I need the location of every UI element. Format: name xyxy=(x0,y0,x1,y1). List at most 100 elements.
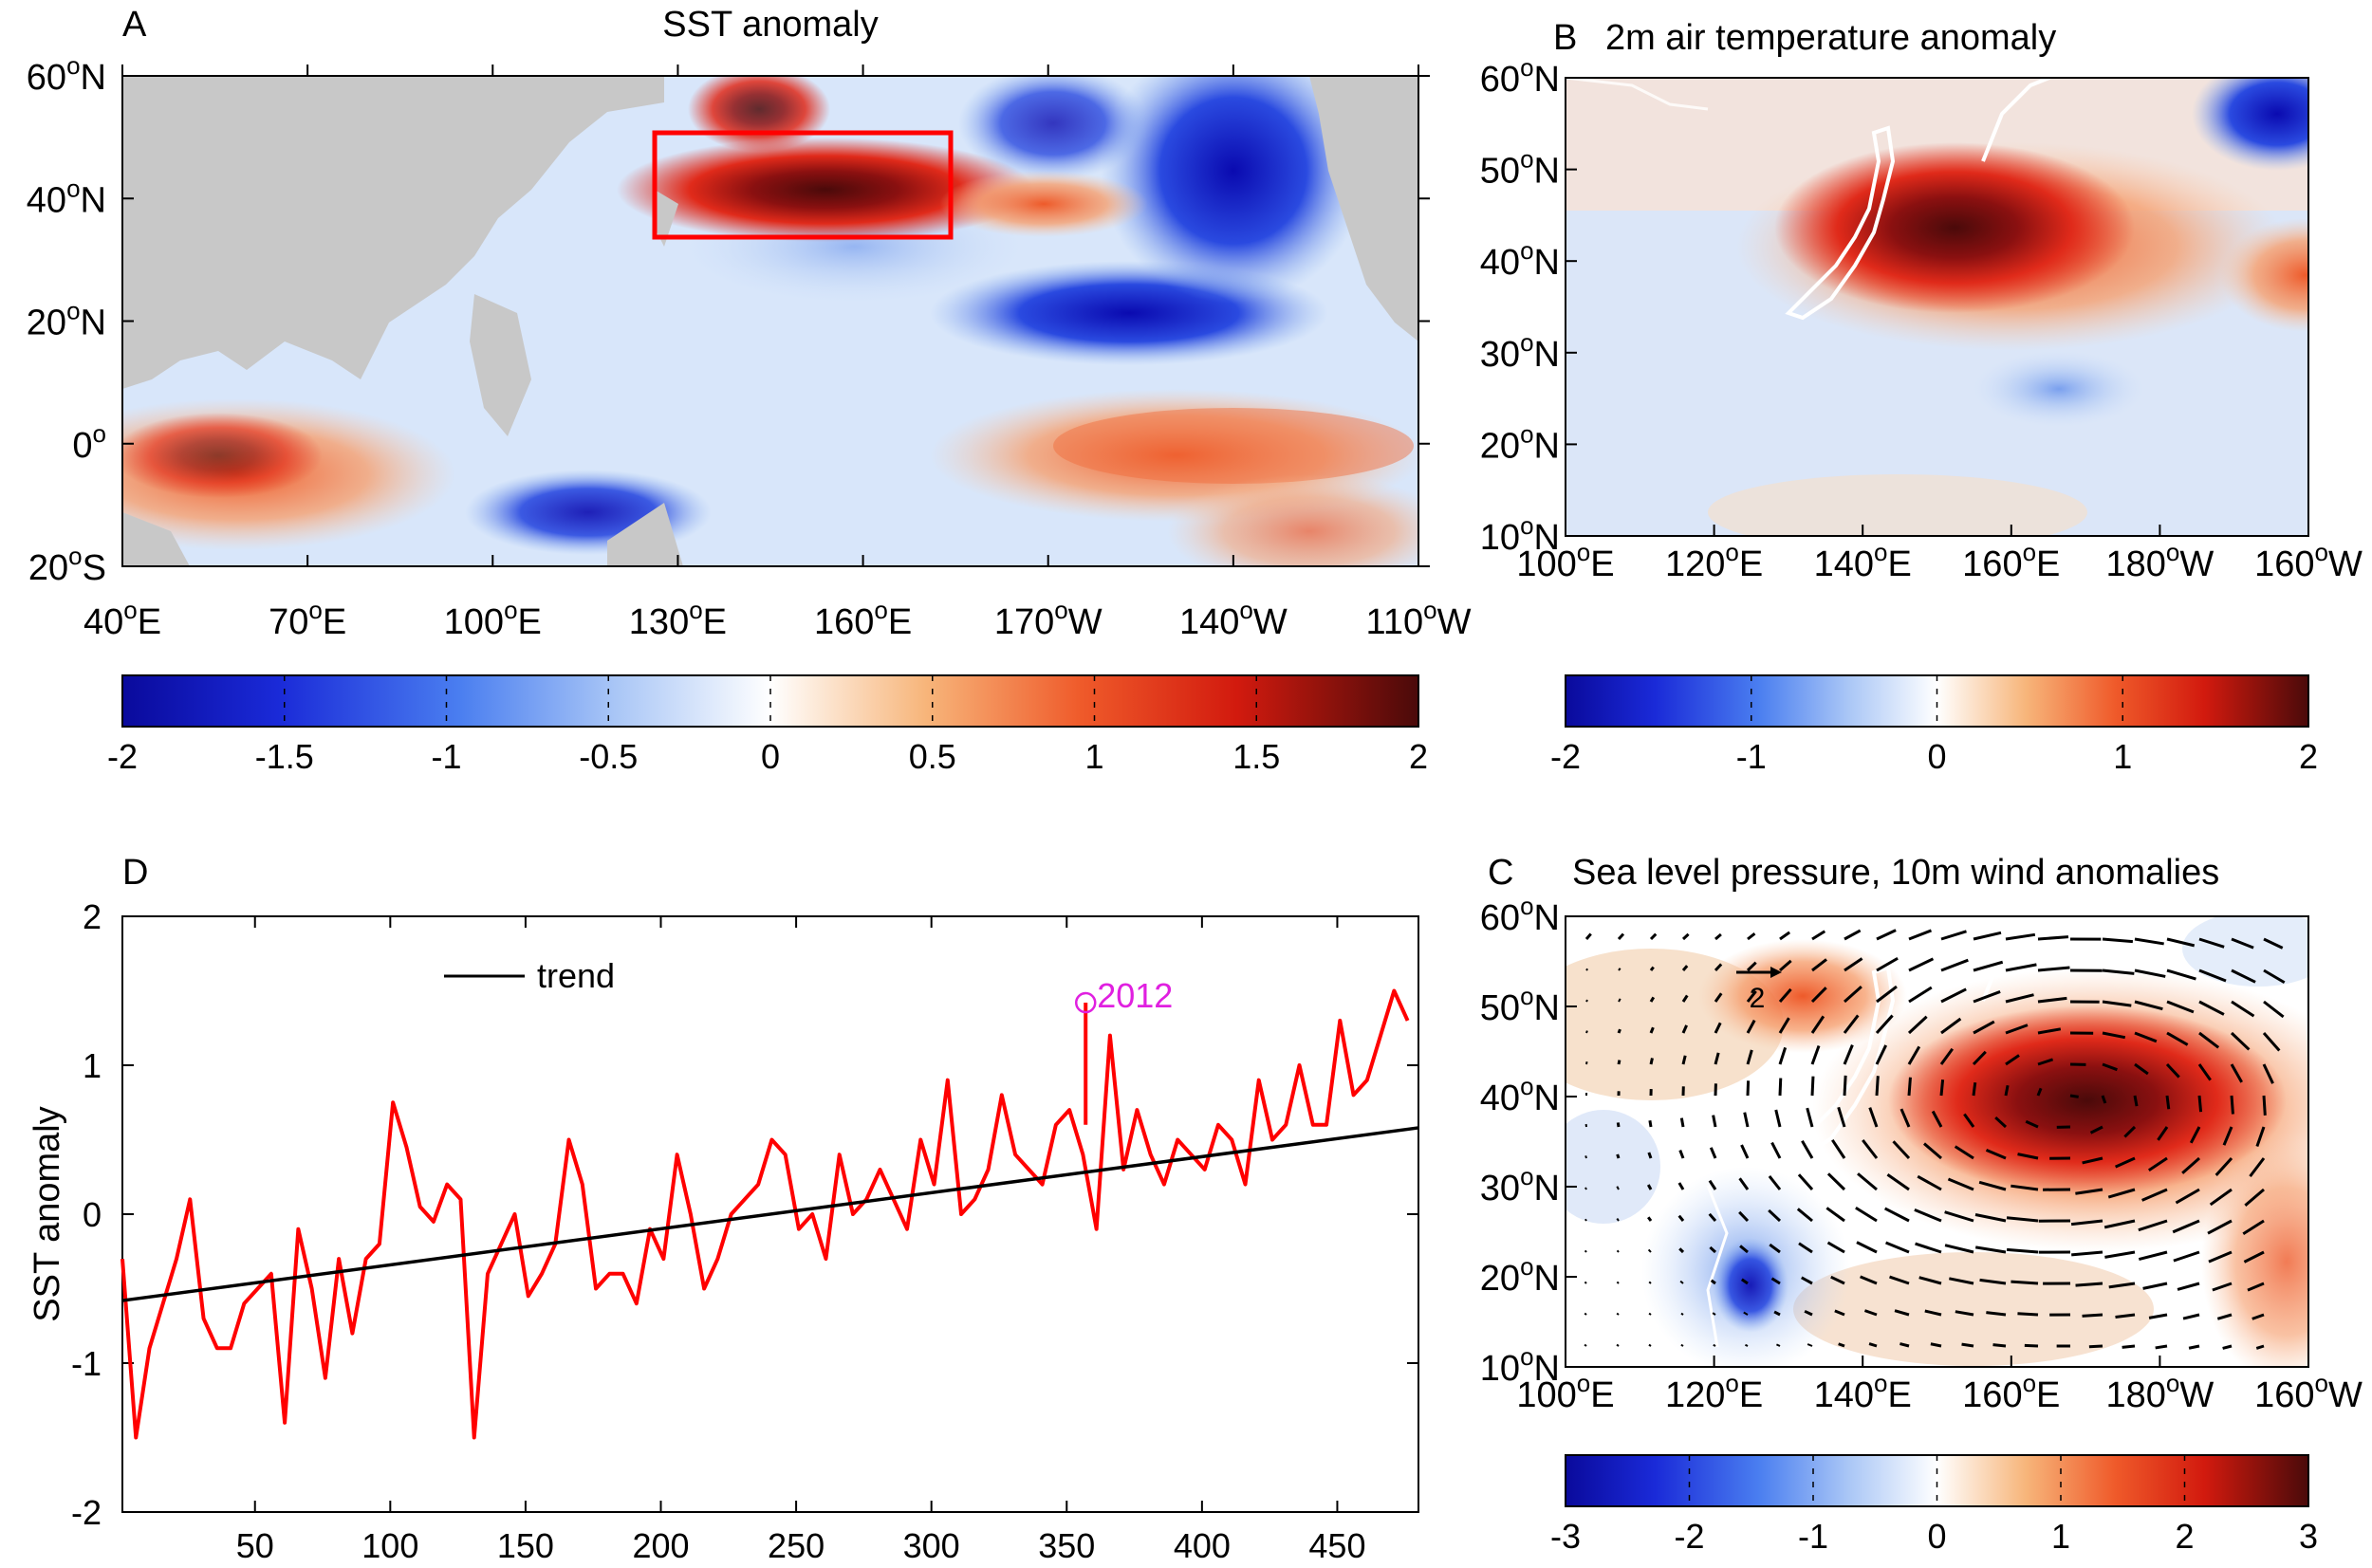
wind-vector xyxy=(1798,1242,1813,1254)
panel-d: D SST anomaly 2 1 0 -1 -2 50 100 150 200 250 300 35… xyxy=(28,853,1419,1565)
wind-vector xyxy=(1739,1245,1749,1254)
panel-a-x-axis: 40oE 70oE 100oE 130oE 160oE 170oW 140oW 110oW xyxy=(83,65,1472,642)
colorbar-tick-label: 1.5 xyxy=(1232,737,1280,776)
wind-vector xyxy=(2082,1156,2103,1165)
wind-vector xyxy=(1746,1019,1756,1034)
wind-vector xyxy=(2103,1219,2136,1229)
wind-vector xyxy=(1944,1210,1974,1223)
wind-vector xyxy=(2006,1247,2039,1254)
wind-vector xyxy=(1747,932,1756,941)
wind-vector xyxy=(2123,1125,2137,1138)
y-tick-label: 40oN xyxy=(27,174,106,220)
wind-vector xyxy=(2134,968,2166,978)
wind-vector xyxy=(1918,1276,1942,1285)
wind-vector xyxy=(1616,1312,1620,1316)
panel-c-x-axis: 100oE 120oE 140oE 160oE 180oW 160oW xyxy=(1516,1356,2363,1415)
wind-vector xyxy=(1831,1138,1846,1159)
colorbar-tick-label: -2 xyxy=(1550,737,1581,776)
wind-vector xyxy=(2025,1119,2039,1129)
wind-vector xyxy=(1743,1112,1750,1128)
wind-vector xyxy=(1892,1140,1911,1160)
panel-c-y-axis: 60oN 50oN 40oN 30oN 20oN 10oN xyxy=(1480,892,1577,1389)
wind-vector xyxy=(1714,1022,1722,1034)
wind-vector xyxy=(1768,1175,1782,1190)
wind-vector xyxy=(1868,1107,1879,1128)
wind-vector xyxy=(2075,1282,2103,1287)
wind-vector xyxy=(1825,1207,1845,1223)
wind-vector xyxy=(1886,1173,1910,1191)
wind-vector xyxy=(1830,1275,1845,1285)
y-tick-label: 40oN xyxy=(1480,1072,1560,1118)
wind-vector xyxy=(1746,1080,1751,1097)
wind-vector xyxy=(1616,1217,1620,1222)
wind-vector xyxy=(1844,929,1862,941)
wind-vector xyxy=(2255,1344,2265,1350)
wind-vector xyxy=(1868,1342,1878,1348)
wind-vector xyxy=(1584,1343,1587,1347)
wind-vector xyxy=(1931,1110,1943,1128)
wind-vector xyxy=(2157,1126,2169,1141)
panel-b-letter: B xyxy=(1553,18,1577,58)
x-tick-label: 120oE xyxy=(1665,1369,1763,1415)
wind-vector xyxy=(1979,1278,2007,1285)
wind-vector xyxy=(1804,1309,1813,1317)
wind-vector xyxy=(1940,1017,1962,1035)
x-tick-label: 70oE xyxy=(269,596,346,642)
wind-vector xyxy=(2252,1313,2265,1320)
wind-vector xyxy=(2198,1000,2225,1016)
wind-vector xyxy=(1617,1028,1621,1034)
wind-vector xyxy=(2231,968,2256,984)
wind-vector xyxy=(1585,999,1588,1003)
wind-vector xyxy=(1862,1139,1879,1159)
wind-vector xyxy=(2115,1156,2136,1169)
wind-vector xyxy=(1681,1024,1688,1034)
wind-vector xyxy=(2166,1000,2195,1014)
wind-vector xyxy=(2134,937,2164,946)
wind-vector xyxy=(1857,1172,1878,1191)
wind-vector xyxy=(2181,1156,2200,1174)
wind-vector xyxy=(2263,1000,2285,1019)
y-tick-label: 0 xyxy=(83,1195,102,1234)
wind-vector xyxy=(1860,1275,1878,1285)
wind-vector xyxy=(2243,1250,2265,1264)
wind-vector xyxy=(1774,1109,1782,1128)
wind-vector xyxy=(2244,1188,2265,1207)
wind-vector xyxy=(2155,1344,2168,1350)
wind-vector xyxy=(1843,1075,1847,1097)
wind-vector xyxy=(2017,1312,2039,1317)
x-tick-label: 40oE xyxy=(83,596,161,642)
wind-vector xyxy=(1973,931,2002,941)
wind-vector xyxy=(2197,1063,2212,1081)
colorbar-tick-label: 1 xyxy=(1084,737,1103,776)
highlight-box xyxy=(652,130,954,240)
wind-vector xyxy=(1908,986,1933,1004)
trend-line xyxy=(121,1126,1419,1302)
wind-vector xyxy=(2148,1313,2168,1319)
wind-vector xyxy=(1584,1312,1587,1316)
y-tick-label: 40oN xyxy=(1480,236,1560,283)
wind-vector xyxy=(2037,966,2070,972)
wind-vector xyxy=(2011,1184,2039,1191)
colorbar-tick-label: 1 xyxy=(2113,737,2132,776)
colorbar-tick-label: -1 xyxy=(1798,1517,1828,1556)
wind-vector xyxy=(1678,1149,1685,1159)
y-tick-label: 1 xyxy=(83,1046,102,1085)
wind-vector xyxy=(1778,1017,1790,1034)
colorbar-tick-label: 2 xyxy=(2299,737,2318,776)
colorbar-c: -3 -2 -1 0 1 2 3 xyxy=(1550,1454,2318,1556)
y-tick-label: 2 xyxy=(83,897,102,936)
wind-vector xyxy=(2209,1188,2233,1207)
panel-a-y-axis: 60oN 40oN 20oN 0o 20oS xyxy=(27,51,1430,588)
wind-vector xyxy=(1974,1213,2007,1223)
wind-vector xyxy=(1899,1342,1910,1348)
wind-vector xyxy=(2102,1031,2126,1040)
panel-c: C Sea level pressure, 10m wind anomalies… xyxy=(1480,853,2363,1415)
wind-vector xyxy=(1806,1107,1814,1128)
panel-d-letter: D xyxy=(122,853,148,893)
x-tick-label: 400 xyxy=(1174,1526,1231,1565)
wind-vector xyxy=(1714,992,1723,1003)
colorbar-tick-label: -1 xyxy=(1736,737,1767,776)
x-tick-label: 160oE xyxy=(1962,538,2060,584)
air-temperature-map xyxy=(1566,78,2308,536)
